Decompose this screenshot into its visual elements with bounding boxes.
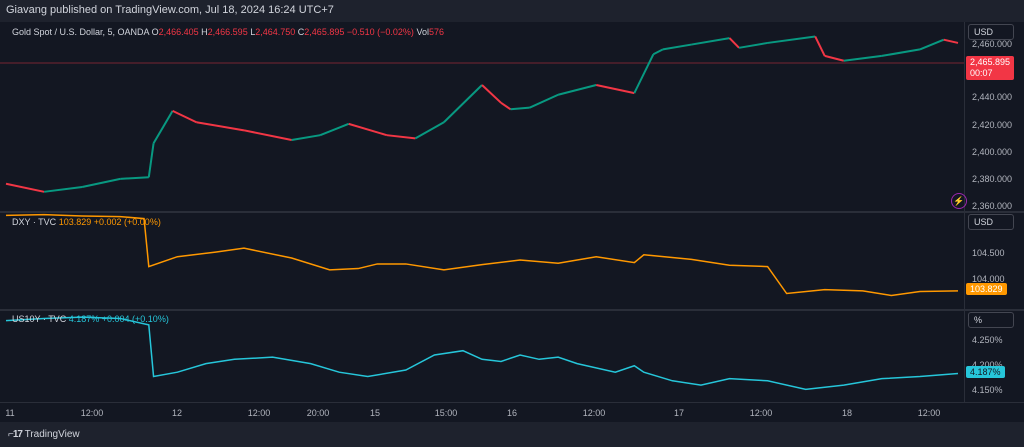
- gold-price-segment: [919, 38, 945, 51]
- pane-separator-1[interactable]: [0, 211, 1024, 213]
- gold-price-segment: [319, 122, 350, 137]
- gold-tick: 2,440.000: [972, 92, 1013, 102]
- publish-header: Giavang published on TradingView.com, Ju…: [0, 0, 1024, 22]
- gold-price-segment: [481, 84, 502, 104]
- dxy-symbol: DXY · TVC: [12, 217, 57, 227]
- dxy-tick: 104.500: [972, 248, 1005, 258]
- us10y-symbol: US10Y · TVC: [12, 314, 67, 324]
- gold-price-segment: [633, 53, 655, 94]
- dxy-legend: DXY · TVC 103.829 +0.002 (+0.00%): [12, 217, 161, 227]
- gold-countdown: 00:07: [970, 68, 993, 78]
- time-label: 12:00: [582, 408, 606, 418]
- time-axis[interactable]: 11 12:00 12 12:00 20:00 15 15:00 16 12:0…: [0, 402, 1024, 423]
- us10y-series-line: [5, 316, 959, 391]
- gold-last-price: 2,465.895: [970, 57, 1011, 67]
- gold-price-segment: [943, 38, 959, 44]
- gold-tick: 2,380.000: [972, 174, 1013, 184]
- pane-separator-2[interactable]: [0, 309, 1024, 311]
- lightning-icon[interactable]: ⚡: [951, 193, 967, 209]
- gold-volume: 576: [428, 27, 444, 37]
- gold-price-segment: [196, 121, 245, 132]
- gold-tick: 2,400.000: [972, 147, 1013, 157]
- gold-vol-label: Vol: [416, 27, 429, 37]
- gold-price-segment: [152, 110, 174, 144]
- gold-price-segment: [738, 41, 768, 49]
- gold-l-label: L: [250, 27, 256, 37]
- gold-price-segment: [291, 134, 321, 142]
- gold-price-segment: [814, 36, 826, 57]
- time-label: 12:00: [917, 408, 941, 418]
- brand-name: TradingView: [24, 429, 80, 440]
- gold-price-segment: [243, 129, 292, 142]
- gold-price-segment: [596, 84, 635, 95]
- gold-price-segment: [386, 134, 416, 140]
- us10y-tick: 4.250%: [972, 335, 1003, 345]
- gold-price-segment: [728, 37, 740, 49]
- gold-price-segment: [652, 48, 664, 56]
- dxy-tick: 104.000: [972, 274, 1005, 284]
- gold-symbol: Gold Spot / U.S. Dollar, 5, OANDA: [12, 27, 150, 37]
- time-label: 12:00: [247, 408, 271, 418]
- gold-price-segment: [510, 106, 530, 111]
- us10y-value: 4.187%: [68, 314, 100, 324]
- gold-price-segment: [172, 110, 197, 124]
- gold-price-segment: [81, 177, 121, 188]
- gold-price-segment: [881, 48, 921, 57]
- chart-plot[interactable]: [0, 22, 964, 402]
- time-label: 20:00: [306, 408, 330, 418]
- gold-price-segment: [443, 84, 483, 123]
- time-label: 11: [5, 408, 15, 418]
- dxy-currency-button[interactable]: USD: [968, 214, 1014, 230]
- gold-price-segment: [529, 93, 559, 109]
- dxy-last-price-tag: 103.829: [966, 283, 1007, 295]
- time-label: 17: [673, 408, 685, 418]
- gold-currency-button[interactable]: USD: [968, 24, 1014, 40]
- dxy-series-line: [5, 213, 959, 297]
- time-label: 18: [841, 408, 853, 418]
- gold-low: 2,464.750: [255, 27, 296, 37]
- gold-price-segment: [43, 185, 83, 193]
- gold-o-label: O: [151, 27, 159, 37]
- gold-price-segment: [691, 37, 730, 46]
- dxy-value: 103.829: [58, 217, 92, 227]
- gold-tick: 2,460.000: [972, 39, 1013, 49]
- gold-price-segment: [662, 43, 692, 51]
- gold-h-label: H: [201, 27, 208, 37]
- gold-tick: 2,420.000: [972, 120, 1013, 130]
- gold-high: 2,466.595: [207, 27, 248, 37]
- gold-price-segment: [767, 35, 816, 44]
- us10y-legend: US10Y · TVC 4.187% +0.004 (+0.10%): [12, 314, 169, 324]
- gold-price-segment: [414, 121, 445, 140]
- time-label: 12:00: [749, 408, 773, 418]
- time-label: 15: [369, 408, 381, 418]
- tradingview-logo[interactable]: ⌐17 TradingView: [8, 429, 80, 440]
- us10y-last-price-tag: 4.187%: [966, 366, 1005, 378]
- gold-price-segment: [843, 54, 882, 62]
- us10y-change: +0.004 (+0.10%): [101, 314, 169, 324]
- time-label: 15:00: [434, 408, 458, 418]
- published-text: Giavang published on TradingView.com, Ju…: [6, 4, 334, 16]
- gold-price-segment: [5, 182, 45, 193]
- gold-price-segment: [500, 101, 512, 111]
- dxy-change: +0.002 (+0.00%): [93, 217, 161, 227]
- time-label: 12:00: [80, 408, 104, 418]
- footer: ⌐17 TradingView: [0, 422, 1024, 447]
- gold-price-segment: [824, 54, 845, 62]
- gold-close: 2,465.895: [304, 27, 345, 37]
- time-label: 12: [171, 408, 183, 418]
- gold-price-segment: [348, 122, 388, 137]
- gold-c-label: C: [297, 27, 305, 37]
- time-label: 16: [506, 408, 518, 418]
- us10y-tick: 4.200%: [972, 360, 1003, 370]
- gold-price-segment: [147, 143, 155, 178]
- us10y-tick: 4.150%: [972, 385, 1003, 395]
- us10y-unit-button[interactable]: %: [968, 312, 1014, 328]
- gold-legend: Gold Spot / U.S. Dollar, 5, OANDA O2,466…: [12, 27, 444, 37]
- gold-price-segment: [120, 176, 149, 180]
- gold-change: −0.510 (−0.02%): [346, 27, 414, 37]
- gold-tick: 2,360.000: [972, 201, 1013, 211]
- gold-last-price-tag: 2,465.895 00:07: [966, 56, 1015, 80]
- gold-price-segment: [557, 84, 597, 96]
- gold-open: 2,466.405: [158, 27, 199, 37]
